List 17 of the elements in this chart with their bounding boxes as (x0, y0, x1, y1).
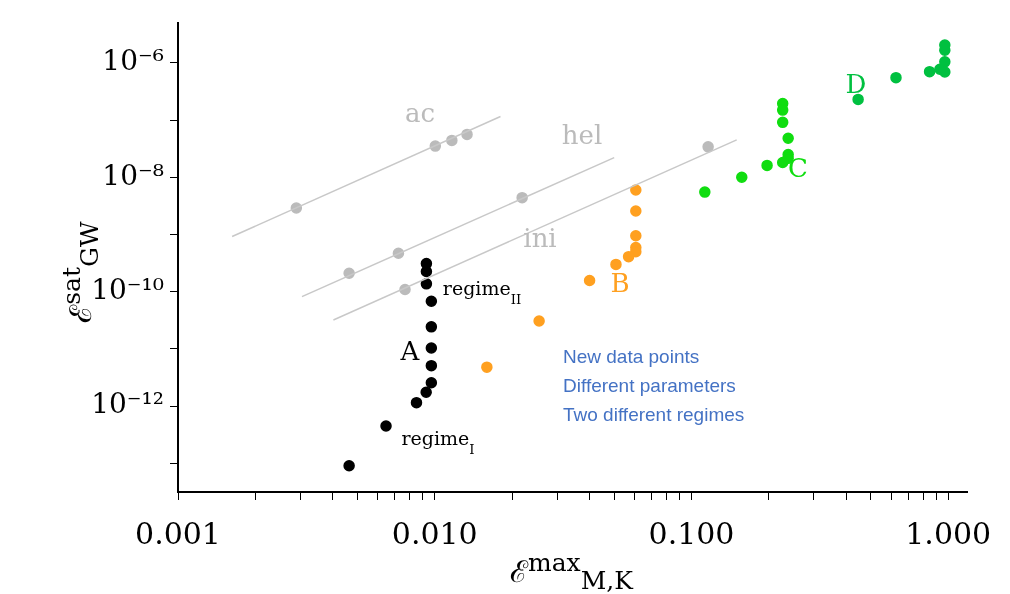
series-label: ini (523, 222, 557, 253)
series-label: hel (561, 119, 603, 150)
x-tick-label: 0.001 (135, 515, 221, 551)
annotation: Different parameters (563, 374, 737, 398)
x-tick-label: 1.000 (905, 515, 992, 551)
annotation: A (399, 335, 421, 366)
series-label: C (788, 152, 808, 183)
y-tick-label: 10⁻⁶ (102, 44, 164, 78)
y-tick-label: 10⁻¹² (91, 387, 164, 421)
x-tick-label: 0.100 (648, 515, 735, 551)
series-label: D (845, 68, 867, 99)
series-label: ac (404, 97, 436, 128)
annotation: Two different regimes (563, 403, 745, 427)
series-label: B (610, 267, 630, 298)
annotation: New data points (563, 345, 701, 369)
y-tick-label: 10⁻⁸ (102, 158, 164, 192)
x-tick-label: 0.010 (391, 515, 478, 551)
